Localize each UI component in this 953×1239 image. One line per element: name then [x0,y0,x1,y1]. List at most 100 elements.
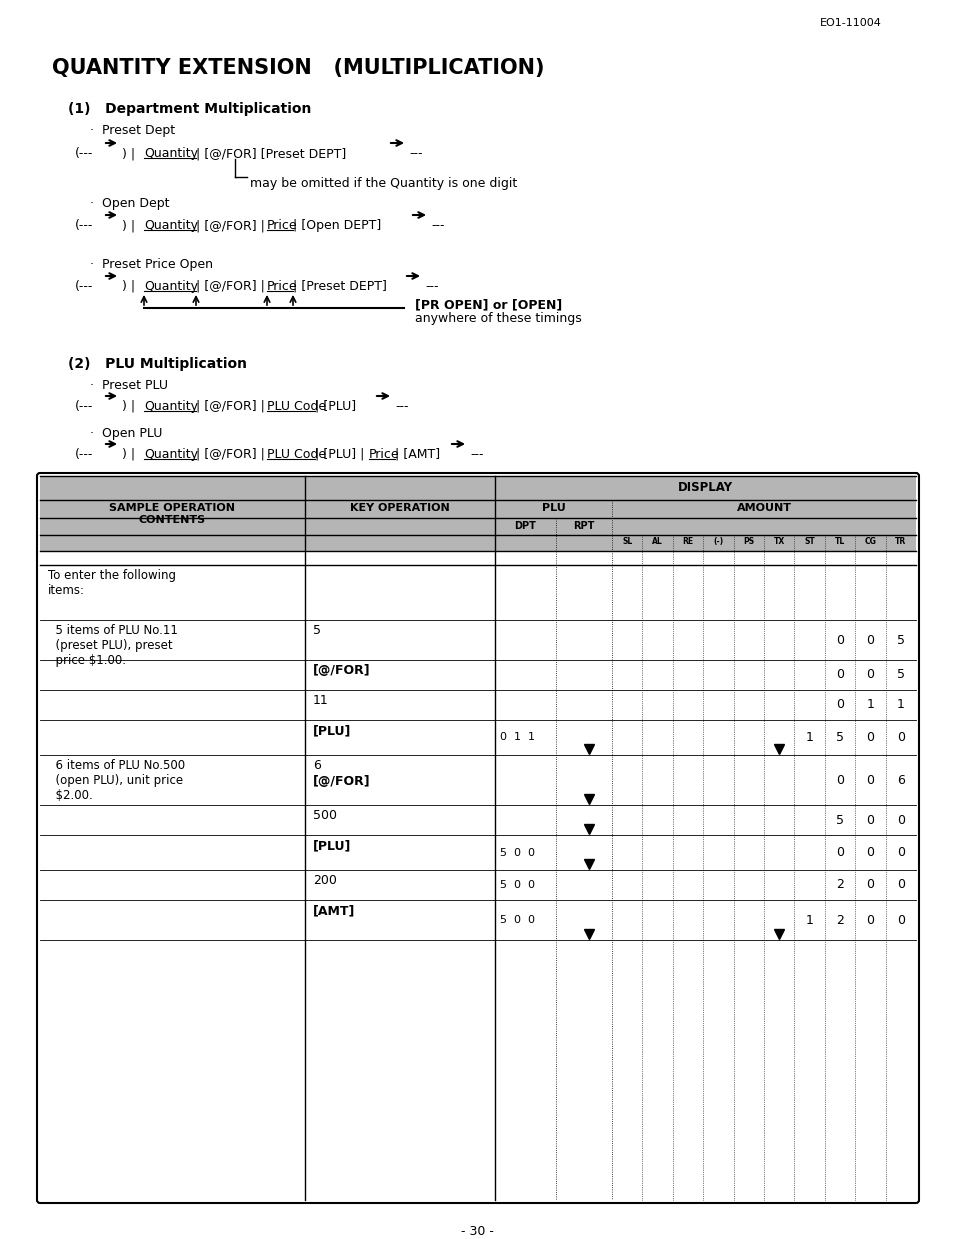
Text: EO1-11004: EO1-11004 [820,19,881,28]
Text: ·  Open Dept: · Open Dept [90,197,170,209]
Text: 0: 0 [835,633,843,647]
Text: may be omitted if the Quantity is one digit: may be omitted if the Quantity is one di… [250,177,517,190]
Text: 1: 1 [865,699,873,711]
Text: (2)   PLU Multiplication: (2) PLU Multiplication [68,357,247,370]
Text: ---: --- [409,147,422,160]
Text: RE: RE [681,536,693,546]
Text: | [PLU]: | [PLU] [314,400,355,413]
Text: ) |: ) | [122,219,135,232]
Text: [AMT]: [AMT] [313,904,355,917]
Text: [@/FOR]: [@/FOR] [313,776,370,788]
Text: Price: Price [369,449,399,461]
Text: ·  Open PLU: · Open PLU [90,427,162,440]
Text: 5: 5 [896,669,903,681]
Text: Quantity: Quantity [144,219,198,232]
Text: 2: 2 [835,913,843,927]
Text: 5: 5 [896,633,903,647]
Text: 0: 0 [865,846,874,859]
Text: (---: (--- [75,400,93,413]
Text: ·  Preset Dept: · Preset Dept [90,124,175,138]
Text: ---: --- [395,400,408,413]
Text: 5  0  0: 5 0 0 [499,914,535,926]
Text: (---: (--- [75,280,93,292]
Text: QUANTITY EXTENSION   (MULTIPLICATION): QUANTITY EXTENSION (MULTIPLICATION) [52,58,544,78]
Text: - 30 -: - 30 - [460,1225,493,1238]
Text: AMOUNT: AMOUNT [736,503,791,513]
Text: 0: 0 [865,669,874,681]
Text: Quantity: Quantity [144,400,198,413]
Text: ) |: ) | [122,280,135,292]
Text: (---: (--- [75,147,93,160]
Text: DISPLAY: DISPLAY [678,481,732,494]
Text: 0: 0 [896,878,903,892]
Text: 0: 0 [896,846,903,859]
Text: Quantity: Quantity [144,147,198,160]
Text: | [Preset DEPT]: | [Preset DEPT] [293,280,387,292]
Text: 5: 5 [835,731,843,743]
Text: ·  Preset Price Open: · Preset Price Open [90,258,213,271]
Text: 0: 0 [835,773,843,787]
Text: Quantity: Quantity [144,280,198,292]
Text: 0: 0 [865,878,874,892]
Text: 2: 2 [835,878,843,892]
Text: ) |: ) | [122,449,135,461]
Text: PS: PS [742,536,754,546]
Text: | [AMT]: | [AMT] [395,449,439,461]
Text: 5: 5 [835,814,843,826]
Text: ) |: ) | [122,147,135,160]
Text: TX: TX [773,536,784,546]
Text: [PR OPEN] or [OPEN]: [PR OPEN] or [OPEN] [415,299,561,311]
Text: 11: 11 [313,694,329,707]
Text: RPT: RPT [573,522,594,532]
Text: [PLU]: [PLU] [313,839,351,852]
Text: 0: 0 [865,773,874,787]
FancyBboxPatch shape [37,473,918,1203]
Text: 0: 0 [865,633,874,647]
Text: 0: 0 [896,814,903,826]
Text: 0  1  1: 0 1 1 [499,732,535,742]
Text: DPT: DPT [514,522,536,532]
Text: 200: 200 [313,873,336,887]
Text: | [Open DEPT]: | [Open DEPT] [293,219,381,232]
Text: AL: AL [652,536,662,546]
Text: 5: 5 [313,624,320,637]
Text: 5  0  0: 5 0 0 [499,880,535,890]
Text: (-): (-) [713,536,722,546]
Text: 6 items of PLU No.500
  (open PLU), unit price
  $2.00.: 6 items of PLU No.500 (open PLU), unit p… [48,760,185,802]
Text: SAMPLE OPERATION
CONTENTS: SAMPLE OPERATION CONTENTS [110,503,235,524]
Text: [@/FOR]: [@/FOR] [313,664,370,676]
Text: | [@/FOR] |: | [@/FOR] | [195,219,265,232]
Text: ·  Preset PLU: · Preset PLU [90,379,168,392]
Text: 1: 1 [805,731,813,743]
Text: 6: 6 [313,760,320,772]
Text: 0: 0 [835,669,843,681]
Text: Price: Price [267,280,297,292]
Text: 500: 500 [313,809,336,821]
Text: Price: Price [267,219,297,232]
Text: 5 items of PLU No.11
  (preset PLU), preset
  price $1.00.: 5 items of PLU No.11 (preset PLU), prese… [48,624,177,667]
Text: TL: TL [834,536,844,546]
Text: | [PLU] |: | [PLU] | [314,449,364,461]
Text: 0: 0 [835,699,843,711]
Text: ---: --- [424,280,438,292]
Text: 0: 0 [865,814,874,826]
Text: To enter the following
items:: To enter the following items: [48,569,175,597]
Text: KEY OPERATION: KEY OPERATION [350,503,450,513]
Text: (---: (--- [75,449,93,461]
Text: ---: --- [431,219,444,232]
Text: (1)   Department Multiplication: (1) Department Multiplication [68,102,311,116]
Text: 5  0  0: 5 0 0 [499,847,535,857]
Text: SL: SL [621,536,632,546]
Text: Quantity: Quantity [144,449,198,461]
Text: ) |: ) | [122,400,135,413]
Bar [40,476,915,551]
Text: 0: 0 [835,846,843,859]
Text: 0: 0 [865,913,874,927]
Text: 1: 1 [805,913,813,927]
Text: ST: ST [803,536,814,546]
Text: | [@/FOR] |: | [@/FOR] | [195,449,265,461]
Text: (---: (--- [75,219,93,232]
Text: | [@/FOR] [Preset DEPT]: | [@/FOR] [Preset DEPT] [195,147,346,160]
Text: 0: 0 [865,731,874,743]
Text: | [@/FOR] |: | [@/FOR] | [195,400,265,413]
